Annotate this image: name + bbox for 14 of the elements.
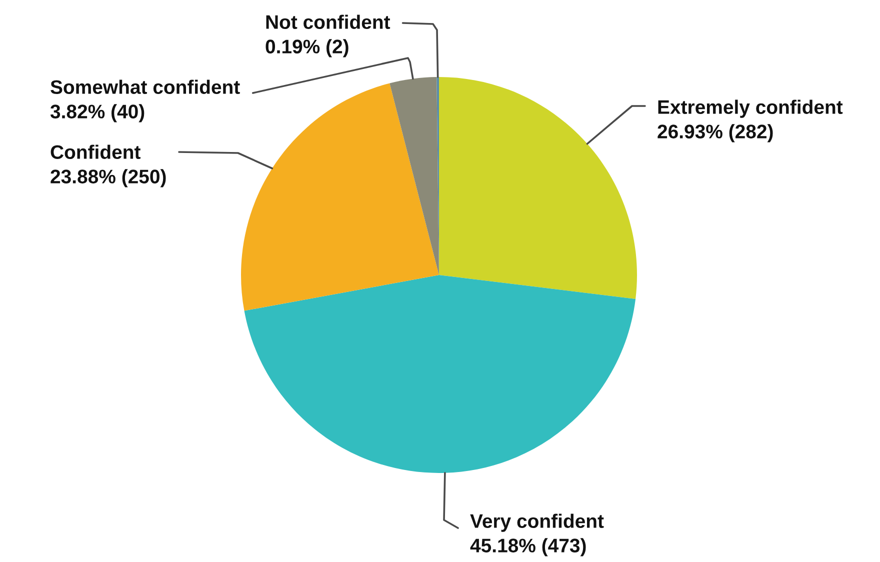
pie-slice	[244, 275, 636, 473]
data-label: 3.82% (40)	[50, 104, 144, 122]
slice-label: Extremely confident	[658, 100, 843, 118]
slice-label: Not confident	[266, 14, 390, 29]
pie-slice	[390, 77, 439, 275]
pie-slice	[439, 77, 637, 299]
data-label: 0.19% (2)	[266, 39, 348, 58]
data-label: 23.88% (250)	[50, 169, 166, 188]
data-label: 26.93% (282)	[658, 124, 773, 142]
slice-label: Very confident	[470, 514, 604, 532]
data-label: 45.18% (473)	[470, 538, 586, 556]
slice-label: Somewhat confident	[50, 80, 240, 94]
slice-label: Confident	[50, 144, 140, 159]
pie-slice	[241, 83, 439, 311]
